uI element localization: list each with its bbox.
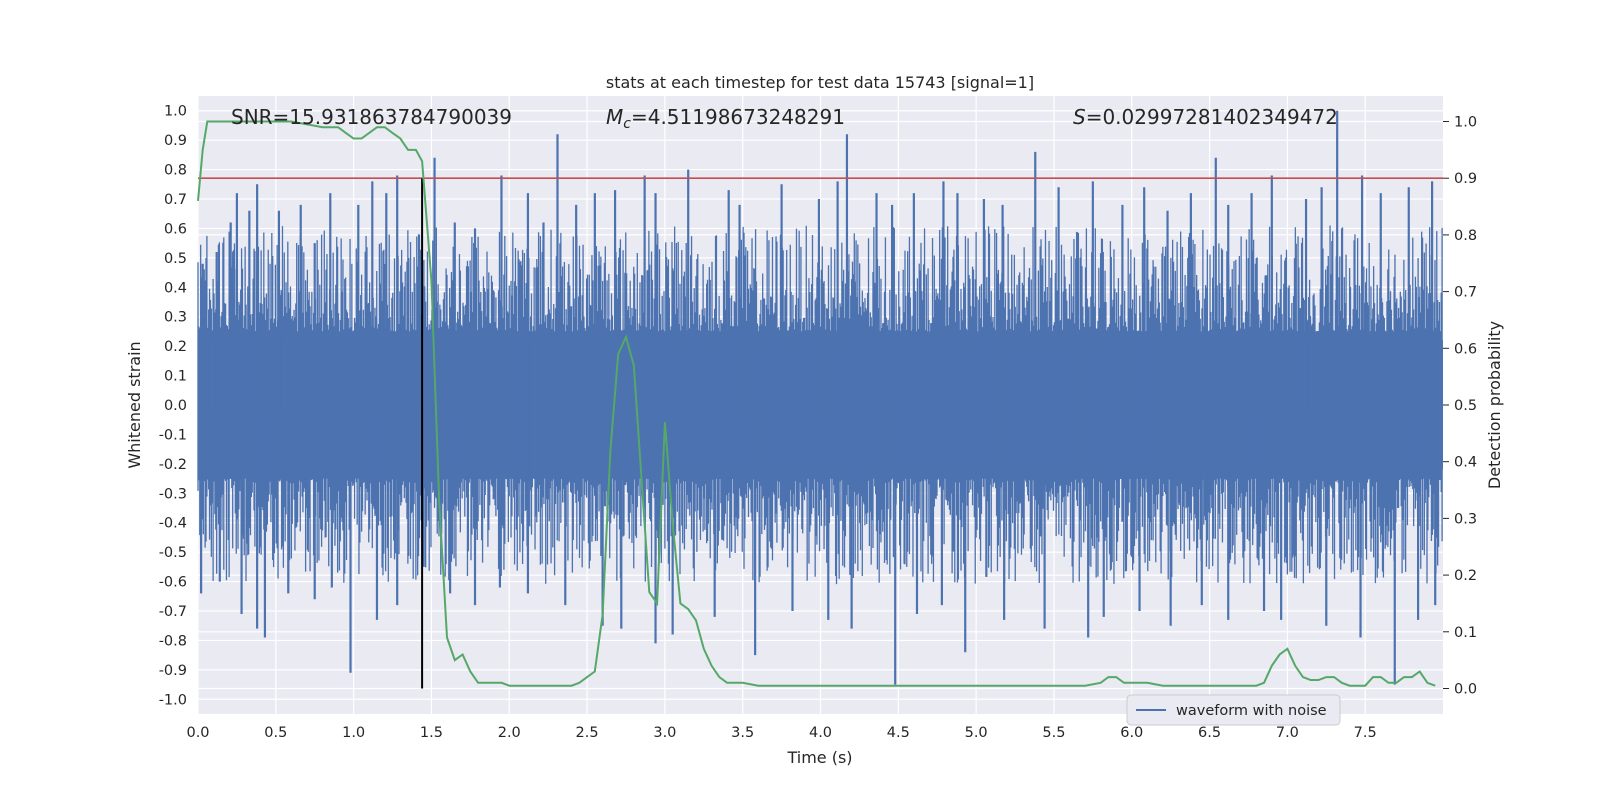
right-y-tick-label: 0.2 [1454,568,1477,584]
right-y-axis-label: Detection probability [1485,321,1504,489]
x-axis-ticks: 0.0 0.5 1.0 1.5 2.0 2.5 3.0 3.5 4.0 4.5 5.0 5.5 6.0 6… [186,725,1376,741]
chart-title: stats at each timestep for test data 157… [606,73,1034,92]
y-tick-label: -0.7 [159,604,187,620]
y-tick-label: -0.5 [159,545,187,561]
s-value: =0.02997281402349472 [1086,105,1338,129]
y-tick-label: 0.5 [164,251,187,267]
waveform-series [197,110,1443,685]
x-tick-label: 3.5 [731,725,754,741]
y-tick-label: 0.1 [164,369,187,385]
right-y-tick-label: 1.0 [1454,115,1477,131]
snr-annotation: SNR=15.931863784790039 [231,105,512,129]
x-tick-label: 1.0 [342,725,365,741]
legend: waveform with noise [1126,694,1341,726]
y-tick-label: -0.3 [159,486,187,502]
y-tick-label: 0.2 [164,339,187,355]
left-y-axis-label: Whitened strain [125,341,144,468]
y-tick-label: 0.6 [164,221,187,237]
y-tick-label: 0.0 [164,398,187,414]
y-tick-label: 0.7 [164,192,187,208]
x-tick-label: 7.5 [1354,725,1377,741]
s-annotation: S=0.02997281402349472 [1073,105,1338,129]
x-tick-label: 6.5 [1198,725,1221,741]
x-tick-label: 0.0 [186,725,209,741]
y-tick-label: -0.1 [159,427,187,443]
y-tick-label: -0.2 [159,457,187,473]
y-tick-label: 0.8 [164,163,187,179]
right-y-tick-label: 0.0 [1454,681,1477,697]
chirp-mass-symbol: M [606,105,623,129]
chirp-mass-annotation: Mc=4.51198673248291 [606,105,845,132]
chirp-mass-subscript: c [623,116,631,132]
x-tick-label: 6.0 [1120,725,1143,741]
x-tick-label: 1.5 [420,725,443,741]
x-tick-label: 2.0 [498,725,521,741]
y-tick-label: -0.6 [159,575,187,591]
right-y-tick-label: 0.6 [1454,341,1477,357]
x-tick-label: 4.0 [809,725,832,741]
y-tick-label: 0.4 [164,280,187,296]
y-tick-label: -0.8 [159,633,187,649]
x-tick-label: 0.5 [264,725,287,741]
x-tick-label: 2.5 [576,725,599,741]
x-tick-label: 5.5 [1042,725,1065,741]
y-tick-label: 0.9 [164,133,187,149]
y-tick-label: -0.4 [159,516,187,532]
y-tick-label: -0.9 [159,663,187,679]
right-y-tick-label: 0.9 [1454,171,1477,187]
x-tick-label: 5.0 [965,725,988,741]
right-y-tick-label: 0.8 [1454,228,1477,244]
legend-box [1126,694,1341,726]
chirp-mass-value: =4.51198673248291 [631,105,845,129]
y-tick-label: -1.0 [159,692,187,708]
right-y-axis-ticks: 1.0 0.9 0.8 0.7 0.6 0.5 0.4 0.3 0.2 0.1 0.0 [1443,115,1477,697]
y-tick-label: 0.3 [164,310,187,326]
detection-probability-line [197,120,1436,687]
legend-label: waveform with noise [1176,703,1327,719]
right-y-tick-label: 0.1 [1454,625,1477,641]
y-tick-label: 1.0 [164,104,187,120]
right-y-tick-label: 0.7 [1454,285,1477,301]
right-y-tick-label: 0.5 [1454,398,1477,414]
s-symbol: S [1073,105,1086,129]
left-y-axis-ticks: 1.0 0.9 0.8 0.7 0.6 0.5 0.4 0.3 0.2 0.1 0.0 -0.1 -0.… [159,104,187,709]
right-y-tick-label: 0.4 [1454,455,1477,471]
x-tick-label: 4.5 [887,725,910,741]
x-tick-label: 3.0 [653,725,676,741]
right-y-tick-label: 0.3 [1454,511,1477,527]
x-axis-label: Time (s) [786,748,852,767]
x-tick-label: 7.0 [1276,725,1299,741]
